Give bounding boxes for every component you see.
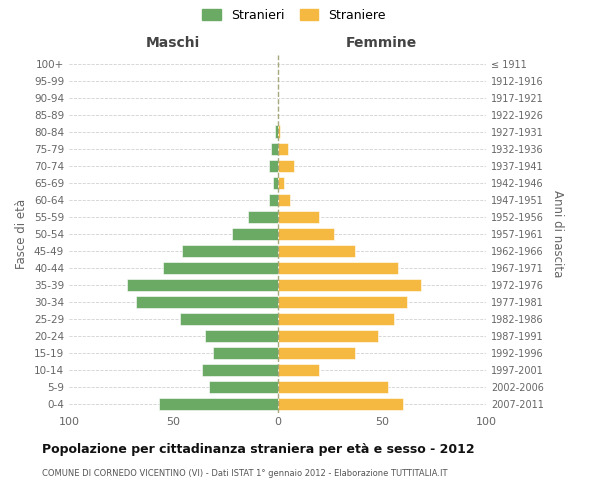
Text: Maschi: Maschi xyxy=(146,36,200,50)
Bar xyxy=(209,381,277,393)
Bar xyxy=(127,278,277,291)
Bar xyxy=(277,398,403,410)
Bar xyxy=(277,210,319,223)
Y-axis label: Anni di nascita: Anni di nascita xyxy=(551,190,563,278)
Bar xyxy=(277,142,288,155)
Bar xyxy=(269,194,277,206)
Legend: Stranieri, Straniere: Stranieri, Straniere xyxy=(200,6,388,24)
Bar xyxy=(277,330,377,342)
Bar xyxy=(277,228,334,240)
Bar xyxy=(277,364,319,376)
Bar xyxy=(277,244,355,257)
Text: Popolazione per cittadinanza straniera per età e sesso - 2012: Popolazione per cittadinanza straniera p… xyxy=(42,442,475,456)
Bar xyxy=(275,126,277,138)
Bar xyxy=(136,296,277,308)
Bar xyxy=(277,312,394,325)
Bar xyxy=(277,176,284,189)
Bar xyxy=(163,262,277,274)
Bar xyxy=(274,176,277,189)
Bar xyxy=(271,142,277,155)
Y-axis label: Fasce di età: Fasce di età xyxy=(16,198,28,269)
Text: COMUNE DI CORNEDO VICENTINO (VI) - Dati ISTAT 1° gennaio 2012 - Elaborazione TUT: COMUNE DI CORNEDO VICENTINO (VI) - Dati … xyxy=(42,469,448,478)
Bar xyxy=(182,244,277,257)
Bar xyxy=(277,194,290,206)
Bar xyxy=(269,160,277,172)
Bar xyxy=(277,160,294,172)
Bar xyxy=(179,312,277,325)
Bar xyxy=(277,262,398,274)
Bar xyxy=(158,398,277,410)
Bar xyxy=(205,330,277,342)
Bar xyxy=(202,364,277,376)
Bar xyxy=(277,126,280,138)
Bar xyxy=(277,347,355,359)
Bar xyxy=(277,278,421,291)
Bar xyxy=(277,296,407,308)
Bar xyxy=(277,381,388,393)
Text: Femmine: Femmine xyxy=(346,36,418,50)
Bar xyxy=(232,228,277,240)
Bar xyxy=(213,347,277,359)
Bar xyxy=(248,210,277,223)
